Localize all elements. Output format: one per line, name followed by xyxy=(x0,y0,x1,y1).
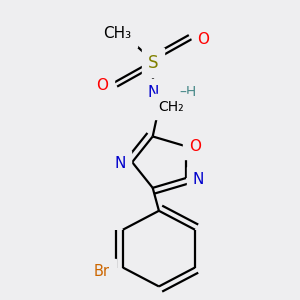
Text: N: N xyxy=(192,172,203,187)
Text: CH₃: CH₃ xyxy=(103,26,131,41)
Text: N: N xyxy=(115,156,126,171)
Text: S: S xyxy=(148,54,158,72)
Text: Br: Br xyxy=(94,264,110,279)
Text: O: O xyxy=(189,139,201,154)
Text: O: O xyxy=(96,78,108,93)
Text: –H: –H xyxy=(180,85,197,99)
Text: O: O xyxy=(197,32,209,47)
Text: N: N xyxy=(147,85,159,100)
Text: CH₂: CH₂ xyxy=(158,100,184,114)
